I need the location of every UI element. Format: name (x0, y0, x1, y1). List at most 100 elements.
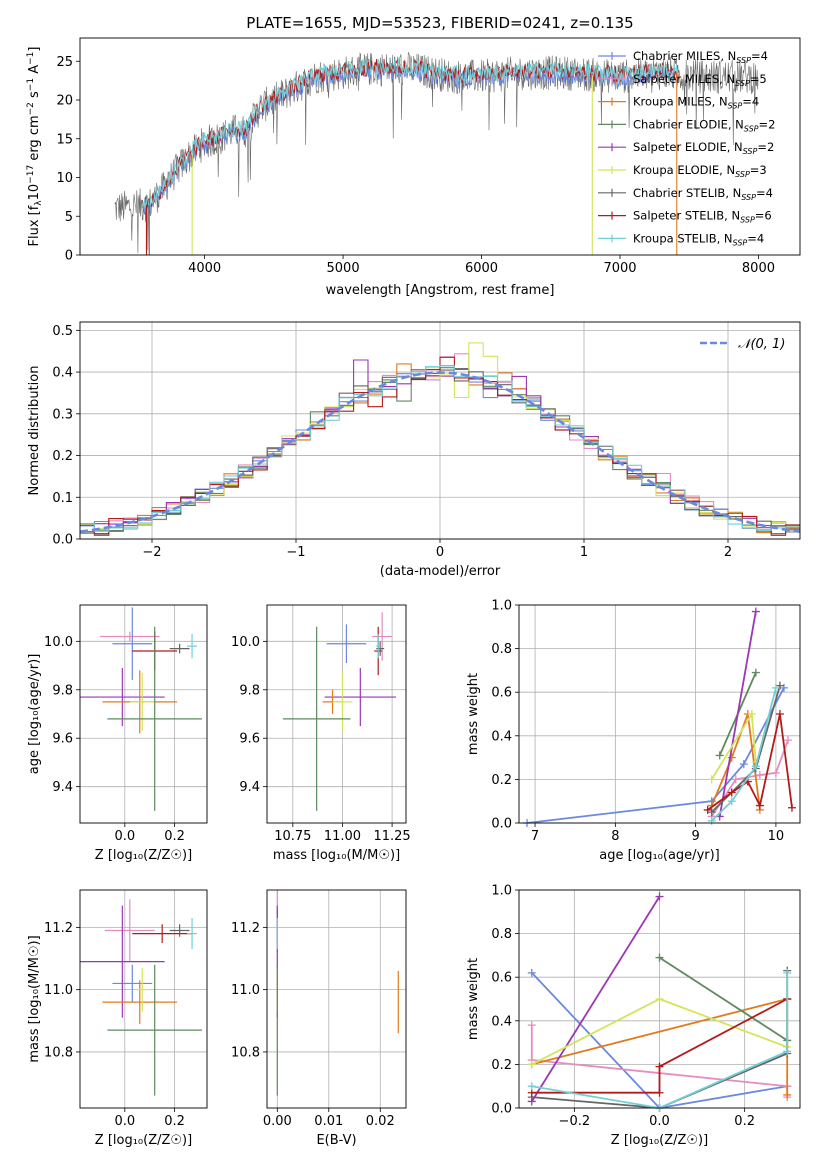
x-tick-label: −2 (142, 545, 161, 560)
y-axis-label: mass [log₁₀(M/M☉)] (27, 935, 42, 1062)
errorbar-point (132, 924, 193, 943)
y-label-part: A (27, 65, 42, 78)
y-tick-label: 20 (56, 94, 73, 109)
weight-point-marker (527, 1021, 536, 1030)
x-tick-label: 8000 (742, 261, 775, 276)
weight-point-marker (755, 801, 764, 810)
hist-series-kroupa-stelib (80, 365, 800, 532)
weight-point-marker (655, 1062, 664, 1071)
y-tick-label: 0.2 (491, 773, 512, 788)
y-tick-label: 0.2 (52, 449, 73, 464)
y-tick-label: 0.4 (491, 1014, 512, 1029)
age-vs-Z-panel: 0.0 0.2 9.4 9.6 9.8 10.0 Z [log₁₀(Z/Z☉)] age [l… (27, 604, 208, 863)
weight-point-marker (783, 1090, 792, 1099)
legend: Chabrier MILES, NSSP=4 Salpeter MILES, NS… (598, 49, 775, 247)
weight-point-marker (655, 995, 664, 1003)
weight-vs-Z-panel: −0.2 0.0 0.2 0.0 0.2 0.4 0.6 0.8 1.0 Z [log₁₀(Z/Z… (466, 884, 801, 1148)
x-tick-label: 0.2 (734, 1114, 755, 1129)
x-tick-label: 6000 (465, 261, 498, 276)
model-line-kroupa-stelib (141, 58, 679, 210)
x-tick-label: 1 (580, 545, 588, 560)
errorbar-point (80, 667, 165, 727)
y-tick-label: 11.2 (44, 921, 73, 936)
x-axis-label: Z [log₁₀(Z/Z☉)] (611, 1133, 708, 1148)
y-tick-label: 11.0 (44, 983, 73, 998)
x-axis-label: age [log₁₀(age/yr)] (599, 848, 720, 863)
weight-point-marker (779, 683, 788, 692)
weight-line-salpeter-stelib (707, 713, 793, 811)
y-label-part: ] (27, 47, 42, 52)
errorbar-point (129, 672, 155, 731)
errorbar-point (107, 626, 203, 811)
y-axis-label: age [log₁₀(age/yr)] (27, 654, 42, 775)
weight-point-marker (655, 892, 664, 901)
errorbar-point (112, 964, 153, 1003)
x-axis-label: wavelength [Angstrom, rest frame] (326, 283, 555, 298)
axes-frame (518, 604, 801, 824)
weight-point-marker (707, 816, 716, 825)
weight-point-marker (787, 803, 796, 812)
y-tick-label: 0.5 (52, 324, 73, 339)
histogram-panel: −2 −1 0 1 2 0.0 0.1 0.2 0.3 0.4 0.5 (data-model)/er… (27, 321, 801, 579)
weight-point-marker (755, 771, 764, 780)
x-tick-label: 0.01 (314, 1114, 343, 1129)
weight-point-marker (727, 788, 736, 797)
y-tick-label: 25 (56, 55, 73, 70)
weight-point-marker (727, 753, 736, 762)
x-tick-label: 11.25 (373, 829, 410, 844)
errorbar-point (376, 634, 381, 659)
x-tick-label: 0.2 (164, 1114, 185, 1129)
x-tick-label: 0 (436, 545, 444, 560)
x-tick-label: −1 (286, 545, 305, 560)
y-label-sub: λ (34, 200, 44, 206)
legend-entry: Kroupa ELODIE, NSSP=3 (633, 163, 767, 179)
weight-point-marker (655, 953, 664, 962)
y-tick-label: 11.0 (231, 983, 260, 998)
errorbar-point (332, 672, 353, 731)
weight-point-marker (527, 1060, 536, 1069)
y-tick-label: 10.8 (231, 1045, 260, 1060)
age-vs-mass-panel: 10.75 11.00 11.25 9.4 9.6 9.8 10.0 mass [log₁₀(… (231, 604, 411, 863)
y-axis-label: mass weight (466, 958, 481, 1040)
y-label-sup: −1 (26, 78, 36, 91)
weight-point-marker (783, 736, 792, 745)
weight-point-marker (751, 668, 760, 677)
y-label-part: erg cm (27, 115, 42, 164)
weight-line-salpeter-elodie (718, 611, 757, 817)
weight-point-marker (527, 1082, 536, 1091)
legend-entry: Kroupa STELIB, NSSP=4 (633, 231, 764, 247)
x-tick-label: 7 (531, 829, 539, 844)
y-tick-label: 0.0 (491, 817, 512, 832)
y-tick-label: 0.0 (491, 1102, 512, 1117)
weight-point-marker (527, 968, 536, 977)
weight-point-marker (655, 1088, 664, 1097)
y-tick-label: 0.1 (52, 491, 73, 506)
y-tick-label: 1.0 (491, 884, 512, 899)
weight-point-marker (707, 808, 716, 817)
x-tick-label: −0.2 (559, 1114, 591, 1129)
y-tick-label: 11.2 (231, 921, 260, 936)
errorbar-point (326, 624, 367, 664)
mass-vs-Z-panel: 0.0 0.2 10.8 11.0 11.2 Z [log₁₀(Z/Z☉)] mass [l… (27, 889, 208, 1148)
errorbar-point (376, 641, 385, 656)
x-tick-label: 0.0 (649, 1114, 670, 1129)
y-label-sup: −1 (26, 52, 36, 65)
y-tick-label: 9.4 (52, 780, 73, 795)
y-tick-label: 0 (65, 249, 73, 264)
y-tick-label: 10.8 (44, 1045, 73, 1060)
normal-reference-curve (79, 371, 801, 533)
weight-line-chabrier-elodie (659, 956, 788, 1042)
errorbar-point (99, 631, 160, 642)
y-tick-label: 5 (65, 210, 73, 225)
weight-point-marker (739, 760, 748, 769)
legend-entry: Salpeter STELIB, NSSP=6 (633, 209, 772, 225)
errorbar-point (102, 980, 178, 1024)
weight-point-marker (783, 968, 792, 977)
legend-entry: Chabrier STELIB, NSSP=4 (633, 186, 773, 202)
weight-line-chabrier-miles (531, 972, 788, 1108)
y-tick-label: 10 (56, 171, 73, 186)
x-tick-label: 11.00 (324, 829, 361, 844)
weight-point-marker (731, 775, 740, 784)
weight-point-marker (751, 762, 760, 771)
